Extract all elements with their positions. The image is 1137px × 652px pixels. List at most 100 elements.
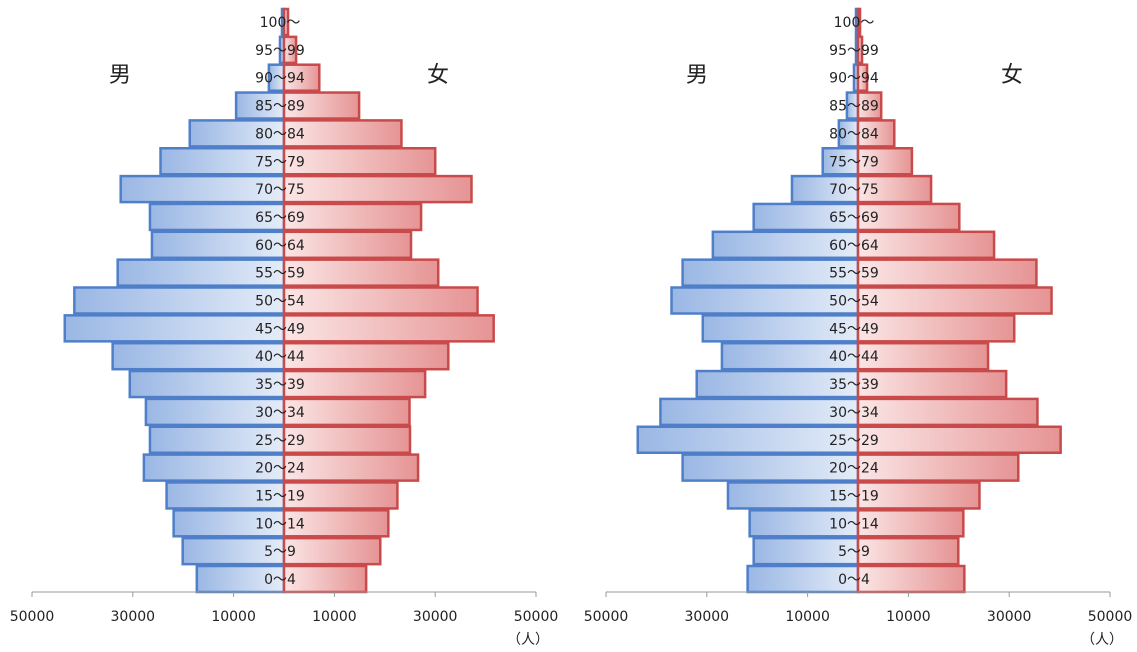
bar: [856, 258, 1038, 287]
category-label: 50～54: [829, 294, 879, 310]
x-unit: （人）: [1081, 632, 1123, 648]
bar: [711, 230, 860, 260]
category-label: 95～99: [255, 43, 305, 59]
bar: [148, 425, 286, 454]
pyramid-chart: 男 女 100～ 95～99 90～94 85～89 80～84 75～79 70～75 65～6…: [10, 7, 558, 648]
x-tick-label: 30000: [987, 609, 1032, 625]
bar: [701, 314, 860, 343]
bar: [856, 174, 933, 204]
bar: [752, 536, 860, 566]
category-label: 70～75: [829, 182, 879, 198]
bar: [282, 314, 495, 343]
bar: [856, 564, 966, 594]
bar: [695, 369, 860, 399]
x-tick-label: 10000: [312, 609, 357, 625]
category-label: 55～59: [255, 266, 305, 282]
bar: [856, 509, 965, 538]
category-label: 80～84: [255, 126, 305, 142]
category-label: 90～94: [255, 71, 305, 87]
category-label: 10～14: [829, 516, 879, 532]
series-label: 男: [686, 63, 708, 88]
category-label: 40～44: [829, 349, 879, 365]
series-label: 女: [427, 63, 449, 88]
category-label: 0～4: [838, 572, 870, 588]
bar: [181, 536, 286, 566]
bar: [659, 397, 860, 427]
bar: [73, 286, 286, 315]
bar: [282, 230, 413, 260]
bar: [282, 481, 399, 510]
bar: [856, 147, 914, 176]
x-tick-label: 50000: [584, 609, 629, 625]
category-label: 95～99: [829, 43, 879, 59]
series-label: 女: [1001, 63, 1023, 88]
bar: [282, 119, 403, 148]
category-label: 50～54: [255, 294, 305, 310]
x-tick-label: 30000: [111, 609, 156, 625]
bar: [282, 564, 368, 594]
category-label: 5～9: [264, 544, 296, 560]
bar: [282, 258, 440, 287]
bar: [282, 509, 390, 538]
bar: [282, 397, 411, 427]
bar: [63, 314, 286, 343]
category-label: 55～59: [829, 266, 879, 282]
category-label: 25～29: [829, 433, 879, 449]
bar: [856, 35, 864, 65]
bar: [856, 341, 990, 371]
category-label: 15～19: [829, 488, 879, 504]
bar: [856, 369, 1008, 399]
x-tick-label: 50000: [10, 609, 55, 625]
bar: [188, 119, 286, 148]
bar: [282, 341, 450, 371]
category-label: 30～34: [255, 405, 305, 421]
bar: [282, 35, 298, 65]
x-tick-label: 10000: [211, 609, 256, 625]
category-label: 35～39: [829, 377, 879, 393]
series-label: 男: [109, 63, 131, 88]
category-label: 90～94: [829, 71, 879, 87]
category-label: 85～89: [255, 99, 305, 115]
category-label: 60～64: [255, 238, 305, 254]
bar: [856, 425, 1062, 454]
category-label: 5～9: [838, 544, 870, 560]
x-tick-label: 30000: [685, 609, 730, 625]
bar: [856, 7, 862, 37]
bar: [681, 258, 860, 287]
category-label: 70～75: [255, 182, 305, 198]
x-tick-label: 10000: [785, 609, 830, 625]
category-label: 65～69: [829, 210, 879, 226]
x-tick-label: 30000: [413, 609, 458, 625]
bar: [856, 536, 960, 566]
x-unit: （人）: [507, 632, 549, 648]
bar: [165, 481, 286, 510]
bar: [282, 425, 412, 454]
bar: [790, 174, 860, 204]
x-tick-label: 50000: [1088, 609, 1133, 625]
category-label: 30～34: [829, 405, 879, 421]
category-label: 10～14: [255, 516, 305, 532]
bar: [282, 63, 321, 92]
bar: [282, 453, 420, 482]
bar: [856, 230, 996, 260]
bar: [282, 202, 423, 232]
bar: [150, 230, 286, 260]
category-label: 35～39: [255, 377, 305, 393]
category-label: 40～44: [255, 349, 305, 365]
category-label: 45～49: [255, 321, 305, 337]
category-label: 75～79: [829, 154, 879, 170]
category-label: 100～: [834, 15, 875, 31]
category-label: 80～84: [829, 126, 879, 142]
bar: [856, 453, 1020, 482]
category-label: 45～49: [829, 321, 879, 337]
bar: [144, 397, 286, 427]
bar: [172, 509, 286, 538]
bar: [282, 7, 290, 37]
bar: [856, 63, 869, 92]
bar: [856, 397, 1039, 427]
bar: [282, 174, 473, 204]
bar: [111, 341, 286, 371]
category-label: 100～: [260, 15, 301, 31]
bar: [282, 536, 382, 566]
